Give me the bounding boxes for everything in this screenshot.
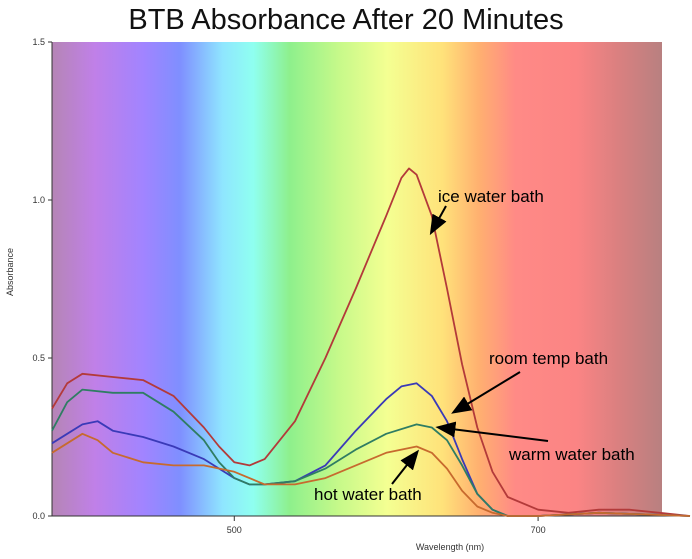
annotation-label: warm water bath [508,445,635,464]
annotation-arrow [451,371,521,414]
annotation-arrow [391,449,420,485]
annotation-label: ice water bath [438,187,544,206]
annotation-arrow [429,205,447,236]
y-tick-label: 0.5 [32,353,45,363]
plot-area-right [662,42,690,516]
y-axis-label: Absorbance [5,248,15,296]
x-tick-label: 500 [227,525,242,535]
y-tick-label: 1.5 [32,37,45,47]
y-tick-label: 1.0 [32,195,45,205]
plot-area [52,42,662,516]
annotation-label: hot water bath [314,485,422,504]
series-line-3 [51,388,691,517]
series-line-1 [51,167,691,517]
y-tick-label: 0.0 [32,511,45,521]
annotation-arrow [435,421,549,442]
x-tick-label: 700 [531,525,546,535]
chart-title: BTB Absorbance After 20 Minutes [128,4,564,36]
x-axis-label: Wavelength (nm) [416,542,484,552]
series-line-4 [51,432,691,517]
annotation-label: room temp bath [489,349,608,368]
